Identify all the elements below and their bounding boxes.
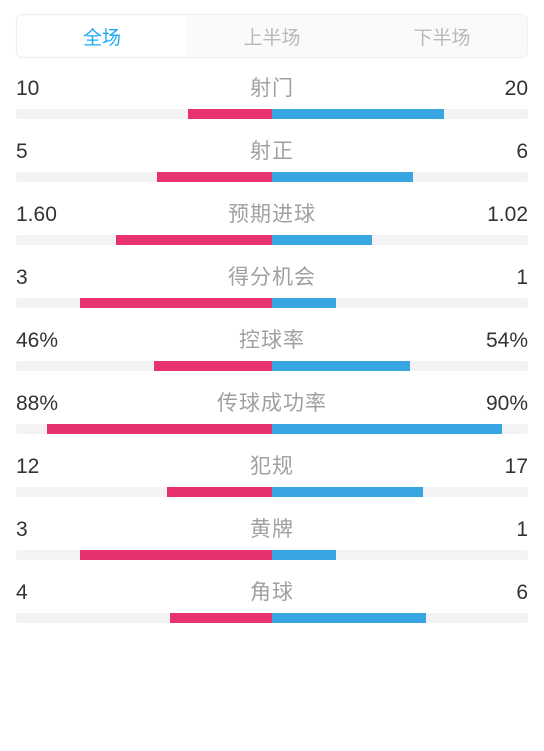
stat-label: 预期进球 (106, 198, 438, 228)
stat-bar (16, 613, 528, 623)
stat-label: 射正 (106, 135, 438, 165)
bar-away-track (272, 550, 528, 560)
bar-home-track (16, 424, 272, 434)
bar-home-fill (154, 361, 272, 371)
bar-away-track (272, 109, 528, 119)
away-value: 1 (438, 266, 528, 290)
tab-2[interactable]: 下半场 (357, 15, 527, 57)
stat-values: 5射正6 (16, 135, 528, 163)
stat-row: 5射正6 (16, 135, 528, 182)
home-value: 3 (16, 266, 106, 290)
home-value: 1.60 (16, 203, 106, 227)
home-value: 88% (16, 392, 106, 416)
bar-away-track (272, 424, 528, 434)
stat-bar (16, 298, 528, 308)
bar-away-fill (272, 550, 336, 560)
bar-away-track (272, 235, 528, 245)
stat-label: 犯规 (106, 450, 438, 480)
bar-away-fill (272, 424, 502, 434)
stat-bar (16, 361, 528, 371)
home-value: 5 (16, 140, 106, 164)
stat-row: 10射门20 (16, 72, 528, 119)
bar-home-fill (47, 424, 272, 434)
bar-home-fill (167, 487, 272, 497)
home-value: 3 (16, 518, 106, 542)
stat-row: 12犯规17 (16, 450, 528, 497)
tab-1[interactable]: 上半场 (187, 15, 357, 57)
stat-values: 1.60预期进球1.02 (16, 198, 528, 226)
bar-away-fill (272, 298, 336, 308)
bar-away-fill (272, 109, 444, 119)
away-value: 20 (438, 77, 528, 101)
tab-0[interactable]: 全场 (17, 15, 187, 57)
stat-bar (16, 109, 528, 119)
bar-home-track (16, 109, 272, 119)
stat-bar (16, 172, 528, 182)
bar-away-track (272, 487, 528, 497)
bar-home-track (16, 550, 272, 560)
bar-home-fill (157, 172, 272, 182)
stat-label: 得分机会 (106, 261, 438, 291)
stat-values: 3得分机会1 (16, 261, 528, 289)
away-value: 54% (438, 329, 528, 353)
bar-away-fill (272, 613, 426, 623)
stat-row: 46%控球率54% (16, 324, 528, 371)
away-value: 90% (438, 392, 528, 416)
bar-away-fill (272, 487, 423, 497)
stat-label: 传球成功率 (106, 387, 438, 417)
home-value: 4 (16, 581, 106, 605)
home-value: 46% (16, 329, 106, 353)
stat-values: 12犯规17 (16, 450, 528, 478)
stat-values: 4角球6 (16, 576, 528, 604)
bar-away-fill (272, 235, 372, 245)
bar-away-track (272, 361, 528, 371)
bar-home-track (16, 361, 272, 371)
bar-home-track (16, 235, 272, 245)
away-value: 1 (438, 518, 528, 542)
stat-bar (16, 550, 528, 560)
away-value: 6 (438, 581, 528, 605)
period-tabs: 全场上半场下半场 (16, 14, 528, 58)
home-value: 10 (16, 77, 106, 101)
stat-row: 88%传球成功率90% (16, 387, 528, 434)
bar-home-fill (170, 613, 272, 623)
bar-home-fill (80, 298, 272, 308)
bar-home-track (16, 487, 272, 497)
bar-away-fill (272, 172, 413, 182)
stat-label: 黄牌 (106, 513, 438, 543)
bar-home-track (16, 613, 272, 623)
match-stats-panel: 全场上半场下半场 10射门205射正61.60预期进球1.023得分机会146%… (0, 0, 544, 751)
bar-home-track (16, 172, 272, 182)
stat-row: 3黄牌1 (16, 513, 528, 560)
stat-bar (16, 487, 528, 497)
stat-values: 3黄牌1 (16, 513, 528, 541)
stat-label: 射门 (106, 72, 438, 102)
stat-row: 4角球6 (16, 576, 528, 623)
stat-label: 角球 (106, 576, 438, 606)
stat-values: 10射门20 (16, 72, 528, 100)
bar-away-track (272, 613, 528, 623)
stat-bar (16, 424, 528, 434)
stats-list: 10射门205射正61.60预期进球1.023得分机会146%控球率54%88%… (16, 72, 528, 623)
stat-bar (16, 235, 528, 245)
away-value: 17 (438, 455, 528, 479)
away-value: 6 (438, 140, 528, 164)
home-value: 12 (16, 455, 106, 479)
away-value: 1.02 (438, 203, 528, 227)
bar-home-fill (116, 235, 272, 245)
stat-row: 3得分机会1 (16, 261, 528, 308)
stat-values: 46%控球率54% (16, 324, 528, 352)
stat-label: 控球率 (106, 324, 438, 354)
bar-away-track (272, 172, 528, 182)
bar-home-fill (80, 550, 272, 560)
bar-away-track (272, 298, 528, 308)
stat-row: 1.60预期进球1.02 (16, 198, 528, 245)
bar-home-track (16, 298, 272, 308)
bar-home-fill (188, 109, 272, 119)
stat-values: 88%传球成功率90% (16, 387, 528, 415)
bar-away-fill (272, 361, 410, 371)
